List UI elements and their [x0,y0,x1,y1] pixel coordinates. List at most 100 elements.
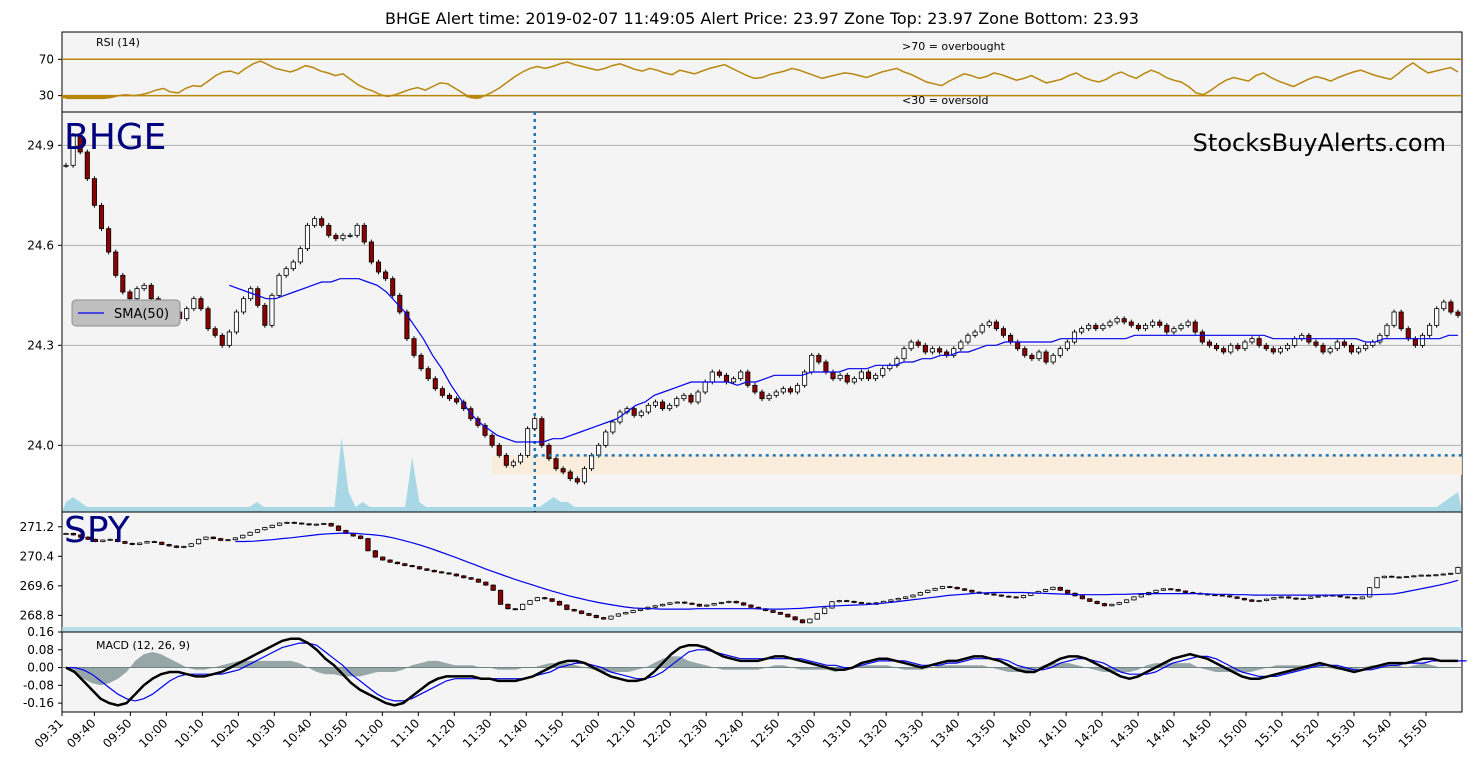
spy-candle-body [961,588,968,591]
bhge-candle-body [297,248,303,263]
xtick-label: 10:30 [244,716,278,750]
bhge-candle-body [1341,341,1347,346]
spy-candle-body [306,523,312,526]
spy-candle-body [858,602,865,604]
bhge-candle-body [333,234,339,240]
spy-candle-body [1138,594,1144,598]
bhge-candle-body [702,381,708,393]
spy-candle-body [1219,594,1225,597]
spy-candle-body [1057,586,1063,591]
bhge-candle-body [404,311,410,340]
xtick-label: 10:50 [316,716,350,750]
bhge-candle-body [1327,348,1333,353]
bhge-candle-body [873,374,879,380]
bhge-candle-body [1242,341,1248,350]
bhge-candle-body [1185,321,1191,326]
spy-candle-body [402,563,408,566]
spy-candle-body [173,545,180,548]
bhge-candle-body [198,298,204,310]
spy-candle-body [335,525,342,531]
bhge-candle-body [106,228,112,253]
legend-sma-label: SMA(50) [114,307,169,322]
spy-candle-body [608,615,614,620]
bhge-candle-body [1107,321,1113,326]
xtick-label: 13:40 [928,716,962,750]
bhge-candle-body [148,284,154,300]
spy-candle-body [1300,598,1306,600]
bhge-candle-body [745,371,751,386]
bhge-candle-body [1100,324,1106,330]
spy-candle-body [1344,596,1351,599]
xtick-label: 13:30 [892,716,926,750]
bhge-candle-body [262,304,268,326]
bhge-ytick-label: 24.9 [27,138,54,152]
spy-yaxis: 271.2 270.4 269.6 268.8 [20,520,62,622]
macd-line [65,637,1458,707]
spy-candle-body [453,573,459,577]
spy-candle-body [586,613,592,616]
spy-candle-body [623,612,629,615]
spy-candle-body [92,538,99,542]
xtick-label: 13:10 [820,716,854,750]
xtick-label: 12:40 [712,716,746,750]
spy-candle-body [704,604,710,607]
rsi-oversold-bar [106,95,115,98]
bhge-candle-body [1043,351,1049,363]
spy-candle-body [1094,600,1100,604]
bhge-candle-body [546,444,552,460]
bhge-candle-body [411,338,417,356]
spy-candle-body [218,538,224,541]
spy-candle-body [78,534,84,538]
macd-panel: MACD (12, 26, 9) 0.16 0.08 0.00 -0.08 -0.16 [23,625,1467,713]
spy-candle-body [63,533,69,535]
spy-ytick-label: 269.6 [20,579,54,593]
bhge-candle-body [1356,348,1362,353]
bhge-candle-body [304,224,311,250]
bhge-candle-body [965,334,971,343]
bhge-candle-body [851,378,857,383]
spy-candle-body [814,613,820,620]
bhge-candle-body [283,268,289,276]
sma-legend: SMA(50) [71,299,181,327]
spy-candle-body [1109,603,1115,607]
spy-candle-body [409,565,415,568]
bhge-candle-body [652,401,659,406]
xtick-label: 10:20 [208,716,242,750]
bhge-candle-body [901,348,907,360]
bhge-ytick-label: 24.0 [27,438,54,452]
bhge-candle-body [63,164,69,167]
macd-ytick-label: 0.08 [27,643,54,657]
bhge-candle-body [326,224,332,236]
bhge-candle-body [1150,321,1156,326]
bhge-candle-body [1235,344,1241,350]
bhge-candle-body [191,298,197,310]
bhge-candle-body [979,324,985,333]
spy-ytick-label: 271.2 [20,520,54,534]
bhge-candle-body [1263,344,1269,350]
bhge-candle-body [1171,328,1177,333]
rsi-yaxis: 70 30 [39,52,62,103]
spy-candle-body [1013,596,1019,599]
spy-candle-body [1389,575,1395,578]
rsi-label: RSI (14) [96,36,140,49]
spy-candle-body [571,609,577,612]
spy-candle-body [549,598,555,602]
bhge-candle-body [1348,344,1355,353]
bhge-candle-body [1285,344,1291,350]
spy-candle-body [564,604,570,610]
macd-panel-frame [61,631,1463,713]
bhge-candle-body [958,341,964,350]
spy-candle-body [740,602,747,606]
bhge-candle-body [1178,324,1184,330]
spy-candle-body [203,536,209,540]
spy-candle-body [1006,595,1012,598]
spy-ytick-label: 268.8 [20,608,54,622]
bhge-candle-body [91,178,97,206]
bhge-candle-body [688,394,694,403]
spy-candle-body [1418,574,1424,577]
xtick-label: 15:20 [1288,716,1322,750]
bhge-candle-body [794,384,801,393]
bhge-candle-body [1398,311,1404,330]
bhge-ticker-label: BHGE [64,117,166,158]
bhge-candle-body [858,371,864,380]
